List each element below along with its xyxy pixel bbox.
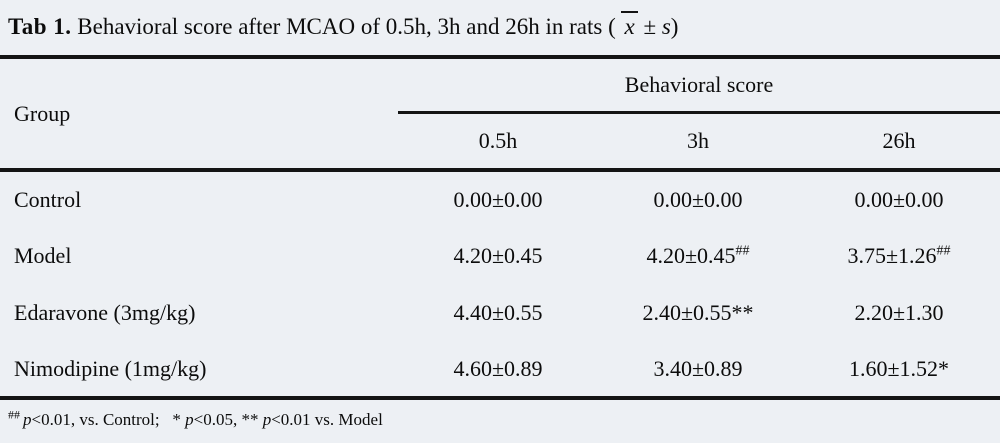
footnote-text: <0.05, ** [193,410,263,429]
score-cell: 2.40±0.55** [598,284,798,341]
header-row-times: 0.5h 3h 26h [0,112,1000,170]
score-cell: 0.00±0.00 [598,170,798,227]
table-number: Tab 1. [8,14,72,39]
p-italic: p [185,410,194,429]
col-header-26h: 26h [882,127,916,153]
score-value: 2.40±0.55** [642,299,754,325]
caption-close-paren: ) [670,14,679,39]
score-cell: 1.60±1.52* [798,341,1000,398]
score-cell: 0.00±0.00 [798,170,1000,227]
header-row-span: Group Behavioral score [0,57,1000,126]
score-value: 1.60±1.52* [848,355,950,381]
score-value: 4.40±0.55 [453,299,543,325]
score-value: 4.20±0.45 [646,242,736,268]
score-cell: 2.20±1.30 [798,284,1000,341]
row-group-label: Model [14,242,72,268]
table-row-model: Model 4.20±0.45 4.20±0.45## 3.75±1.26## [0,227,1000,284]
plus-minus: ± [637,14,662,39]
hash-significance-marker: ## [8,407,23,422]
behavioral-score-table: Group Behavioral score 0.5h 3h 26h Contr… [0,55,1000,400]
x-bar-symbol: x [621,11,638,38]
footnote-text: <0.01, vs. Control; * [31,410,186,429]
table-row-nimodipine: Nimodipine (1mg/kg) 4.60±0.89 3.40±0.89 … [0,341,1000,398]
row-group-label: Nimodipine (1mg/kg) [14,355,207,381]
score-value: 3.40±0.89 [653,355,743,381]
p-italic: p [23,410,32,429]
table-caption: Tab 1. Behavioral score after MCAO of 0.… [0,0,1000,44]
col-header-0-5h: 0.5h [478,127,518,153]
score-cell: 0.00±0.00 [398,170,598,227]
col-header-3h: 3h [687,127,709,153]
significance-marker: ## [936,243,951,259]
footnote-text: <0.01 vs. Model [271,410,383,429]
table-header: Group Behavioral score 0.5h 3h 26h [0,57,1000,170]
row-group-label: Control [14,186,82,212]
score-value: 0.00±0.00 [854,186,944,212]
score-cell: 4.60±0.89 [398,341,598,398]
score-value: 2.20±1.30 [854,299,944,325]
score-cell: 4.20±0.45 [398,227,598,284]
table-body: Control 0.00±0.00 0.00±0.00 0.00±0.00 Mo… [0,170,1000,398]
row-group-label: Edaravone (3mg/kg) [14,299,196,325]
s-symbol: s [661,14,671,39]
score-value: 3.75±1.26 [847,242,937,268]
score-value: 0.00±0.00 [653,186,743,212]
p-italic: p [262,410,272,429]
score-value: 0.00±0.00 [453,186,543,212]
score-cell: 4.40±0.55 [398,284,598,341]
score-cell: 3.40±0.89 [598,341,798,398]
score-value: 4.20±0.45 [453,242,543,268]
score-cell: 4.20±0.45## [598,227,798,284]
table-row-edaravone: Edaravone (3mg/kg) 4.40±0.55 2.40±0.55**… [0,284,1000,341]
table-row-control: Control 0.00±0.00 0.00±0.00 0.00±0.00 [0,170,1000,227]
behavioral-score-span-header: Behavioral score [398,57,1000,114]
caption-text: Behavioral score after MCAO of 0.5h, 3h … [71,14,622,39]
significance-marker: ## [735,243,750,259]
table-footnote: ## p<0.01, vs. Control; * p<0.05, ** p<0… [0,400,1000,431]
score-cell: 3.75±1.26## [798,227,1000,284]
group-column-header: Group [14,100,71,126]
score-value: 4.60±0.89 [453,355,543,381]
